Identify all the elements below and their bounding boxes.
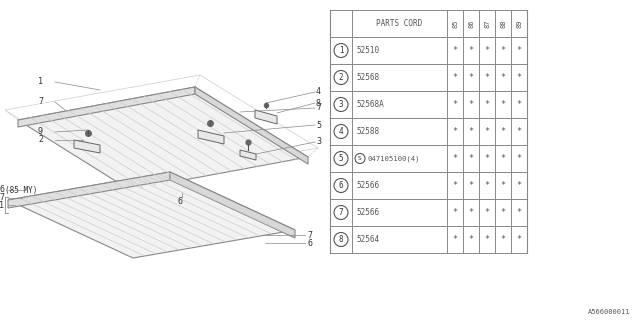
Polygon shape: [8, 172, 170, 208]
Polygon shape: [195, 87, 308, 164]
Text: *: *: [452, 154, 458, 163]
Polygon shape: [18, 87, 308, 190]
Text: 5: 5: [339, 154, 343, 163]
Text: *: *: [484, 100, 490, 109]
Text: 2: 2: [38, 135, 43, 145]
Text: *: *: [516, 181, 522, 190]
Text: *: *: [516, 235, 522, 244]
Text: *: *: [484, 127, 490, 136]
Text: 88: 88: [500, 19, 506, 28]
Text: 52564: 52564: [356, 235, 379, 244]
Text: 7: 7: [0, 194, 4, 203]
Text: 6: 6: [177, 197, 182, 206]
Text: *: *: [500, 127, 506, 136]
Polygon shape: [170, 172, 295, 238]
Text: 047105100(4): 047105100(4): [367, 155, 419, 162]
Polygon shape: [74, 140, 100, 153]
Text: *: *: [500, 100, 506, 109]
Text: *: *: [500, 208, 506, 217]
Text: *: *: [468, 154, 474, 163]
Text: 7: 7: [38, 98, 43, 107]
Text: *: *: [516, 46, 522, 55]
Text: *: *: [452, 100, 458, 109]
Text: 6: 6: [307, 238, 312, 247]
Text: *: *: [468, 100, 474, 109]
Text: *: *: [468, 73, 474, 82]
Text: *: *: [500, 181, 506, 190]
Polygon shape: [240, 150, 256, 160]
Text: *: *: [500, 154, 506, 163]
Text: *: *: [468, 235, 474, 244]
Text: *: *: [500, 73, 506, 82]
Text: *: *: [516, 154, 522, 163]
Text: 3: 3: [339, 100, 343, 109]
Text: *: *: [484, 154, 490, 163]
Text: *: *: [484, 208, 490, 217]
Text: 4: 4: [339, 127, 343, 136]
Text: *: *: [516, 100, 522, 109]
Polygon shape: [255, 110, 277, 124]
Text: 52568A: 52568A: [356, 100, 384, 109]
Text: S: S: [358, 156, 362, 161]
Polygon shape: [198, 130, 224, 144]
Text: 86: 86: [468, 19, 474, 28]
Text: 1: 1: [339, 46, 343, 55]
Text: *: *: [500, 46, 506, 55]
Text: 1: 1: [0, 201, 4, 210]
Text: 89: 89: [516, 19, 522, 28]
Text: *: *: [468, 46, 474, 55]
Text: 4: 4: [316, 87, 321, 97]
Text: 52568: 52568: [356, 73, 379, 82]
Text: 7: 7: [307, 230, 312, 239]
Text: 6: 6: [339, 181, 343, 190]
Text: 8: 8: [339, 235, 343, 244]
Text: 52510: 52510: [356, 46, 379, 55]
Text: *: *: [484, 73, 490, 82]
Polygon shape: [8, 172, 295, 258]
Text: 52566: 52566: [356, 181, 379, 190]
Text: 52566: 52566: [356, 208, 379, 217]
Text: 3: 3: [316, 138, 321, 147]
Text: *: *: [452, 208, 458, 217]
Text: A566000011: A566000011: [588, 309, 630, 315]
Text: 87: 87: [484, 19, 490, 28]
Text: *: *: [468, 127, 474, 136]
Text: *: *: [452, 127, 458, 136]
Text: *: *: [484, 235, 490, 244]
Text: 1: 1: [38, 77, 43, 86]
Text: (85 MY): (85 MY): [5, 186, 37, 195]
Text: 52588: 52588: [356, 127, 379, 136]
Text: *: *: [484, 46, 490, 55]
Text: *: *: [468, 208, 474, 217]
Polygon shape: [18, 87, 195, 127]
Text: 9: 9: [38, 127, 43, 137]
Text: *: *: [468, 181, 474, 190]
Text: 2: 2: [339, 73, 343, 82]
Text: 8: 8: [316, 99, 321, 108]
Text: *: *: [452, 73, 458, 82]
Text: 85: 85: [452, 19, 458, 28]
Text: *: *: [452, 181, 458, 190]
Text: *: *: [452, 235, 458, 244]
Text: *: *: [452, 46, 458, 55]
Text: *: *: [516, 73, 522, 82]
Text: *: *: [484, 181, 490, 190]
Text: *: *: [500, 235, 506, 244]
Text: *: *: [516, 127, 522, 136]
Text: 7: 7: [316, 103, 321, 113]
Text: PARTS CORD: PARTS CORD: [376, 19, 422, 28]
Text: 6: 6: [0, 186, 4, 195]
Text: 5: 5: [316, 121, 321, 130]
Text: 7: 7: [339, 208, 343, 217]
Text: *: *: [516, 208, 522, 217]
